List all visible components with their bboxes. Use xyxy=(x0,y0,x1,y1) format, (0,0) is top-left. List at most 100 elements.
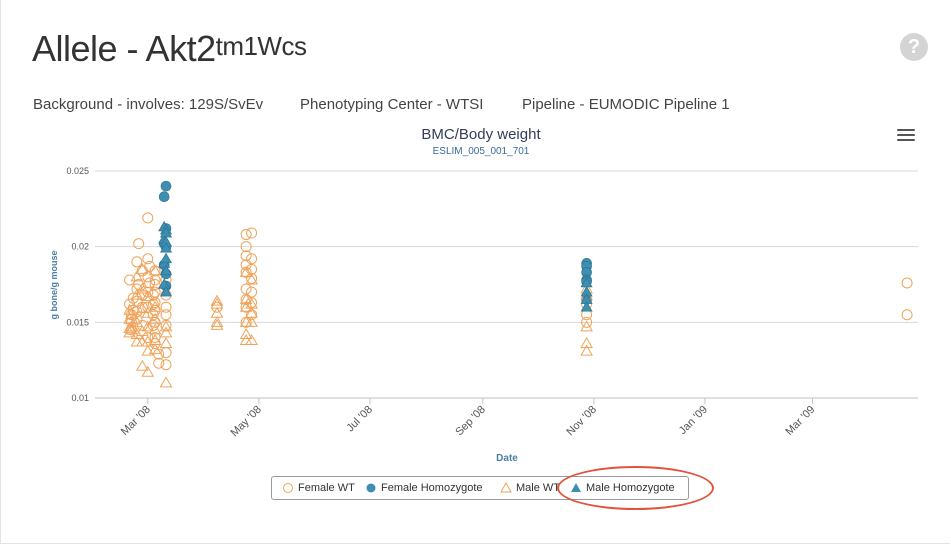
data-point[interactable] xyxy=(246,286,258,298)
data-point[interactable] xyxy=(239,293,253,305)
data-point[interactable] xyxy=(148,300,162,312)
chart-menu-icon[interactable] xyxy=(897,129,915,143)
data-point[interactable] xyxy=(245,333,258,345)
data-point[interactable] xyxy=(158,191,170,203)
data-point[interactable] xyxy=(131,256,143,268)
data-point[interactable] xyxy=(141,290,155,302)
data-point[interactable] xyxy=(159,376,173,388)
page-title: Allele - Akt2tm1Wcs xyxy=(32,28,307,70)
data-point[interactable] xyxy=(148,323,162,335)
data-point[interactable] xyxy=(159,337,173,349)
data-point[interactable] xyxy=(159,264,173,276)
data-point[interactable] xyxy=(130,327,144,339)
data-point[interactable] xyxy=(141,365,155,377)
data-point[interactable] xyxy=(901,309,913,321)
data-point[interactable] xyxy=(245,273,258,285)
data-point[interactable] xyxy=(144,277,156,289)
data-point[interactable] xyxy=(131,313,143,325)
data-point[interactable] xyxy=(142,286,154,298)
legend-item-male-homozygote[interactable]: Male Homozygote xyxy=(570,480,675,496)
data-point[interactable] xyxy=(160,309,172,321)
data-point[interactable] xyxy=(130,270,144,282)
data-point[interactable] xyxy=(142,271,154,283)
data-point[interactable] xyxy=(240,241,252,253)
data-point[interactable] xyxy=(159,320,173,332)
data-point[interactable] xyxy=(149,297,161,309)
legend-label: Male WT xyxy=(516,482,560,494)
data-point[interactable] xyxy=(240,229,252,241)
data-point[interactable] xyxy=(130,288,144,300)
data-point[interactable] xyxy=(240,250,252,262)
chart-title: BMC/Body weight xyxy=(421,126,541,143)
data-point[interactable] xyxy=(239,300,253,312)
data-point[interactable] xyxy=(580,301,593,312)
data-point[interactable] xyxy=(131,295,143,307)
data-point[interactable] xyxy=(160,319,172,331)
data-point[interactable] xyxy=(246,227,258,239)
data-point[interactable] xyxy=(210,294,224,306)
data-point[interactable] xyxy=(125,323,138,335)
triangle-filled-icon xyxy=(571,483,581,492)
data-point[interactable] xyxy=(130,335,144,347)
data-point[interactable] xyxy=(159,285,173,297)
data-point[interactable] xyxy=(131,283,143,295)
x-tick-label: Jul '08 xyxy=(344,404,375,435)
data-point[interactable] xyxy=(135,359,149,371)
data-point[interactable] xyxy=(142,212,154,224)
chart-legend: Female WT Female Homozygote Male WT Male… xyxy=(271,476,689,500)
data-point[interactable] xyxy=(580,344,593,356)
data-point[interactable] xyxy=(159,326,173,338)
data-point[interactable] xyxy=(149,279,161,290)
data-point[interactable] xyxy=(148,264,162,276)
x-tick-label: May '08 xyxy=(229,404,264,439)
data-point[interactable] xyxy=(210,318,224,330)
data-point[interactable] xyxy=(160,359,172,371)
data-point[interactable] xyxy=(124,298,136,310)
data-point[interactable] xyxy=(125,308,138,320)
legend-item-male-wt[interactable]: Male WT xyxy=(500,480,560,496)
data-point[interactable] xyxy=(580,337,593,349)
data-point[interactable] xyxy=(239,327,253,339)
data-point[interactable] xyxy=(142,253,154,265)
data-point[interactable] xyxy=(246,253,258,265)
data-point[interactable] xyxy=(160,180,172,192)
data-point[interactable] xyxy=(245,315,258,327)
data-point[interactable] xyxy=(246,309,258,321)
data-point[interactable] xyxy=(135,262,149,274)
data-point[interactable] xyxy=(136,301,148,313)
data-point[interactable] xyxy=(124,274,136,286)
data-point[interactable] xyxy=(135,302,149,314)
data-point[interactable] xyxy=(133,238,145,250)
data-point[interactable] xyxy=(149,286,161,298)
data-point[interactable] xyxy=(130,315,144,327)
data-point[interactable] xyxy=(239,265,253,277)
data-point[interactable] xyxy=(581,316,593,328)
data-point[interactable] xyxy=(123,321,136,333)
data-point[interactable] xyxy=(901,277,913,289)
data-point[interactable] xyxy=(147,298,159,310)
help-icon[interactable]: ? xyxy=(900,33,928,61)
legend-item-female-wt[interactable]: Female WT xyxy=(282,480,355,496)
data-point[interactable] xyxy=(245,306,258,318)
data-point[interactable] xyxy=(160,301,172,313)
legend-item-female-homozygote[interactable]: Female Homozygote xyxy=(365,480,483,496)
data-point[interactable] xyxy=(246,272,258,284)
data-point[interactable] xyxy=(148,312,162,324)
data-point[interactable] xyxy=(147,309,159,321)
data-point[interactable] xyxy=(135,282,149,294)
data-point[interactable] xyxy=(141,344,155,356)
data-point[interactable] xyxy=(160,347,172,359)
title-allele-superscript: tm1Wcs xyxy=(215,31,307,61)
data-point[interactable] xyxy=(149,331,161,343)
data-point[interactable] xyxy=(580,320,593,332)
data-point[interactable] xyxy=(153,348,165,360)
data-point[interactable] xyxy=(158,278,171,289)
data-point[interactable] xyxy=(148,343,162,355)
chart-subtitle: ESLIM_005_001_701 xyxy=(433,146,530,157)
data-point[interactable] xyxy=(159,252,173,264)
data-point[interactable] xyxy=(153,357,165,369)
data-point[interactable] xyxy=(159,242,173,253)
data-point[interactable] xyxy=(141,320,155,332)
data-point[interactable] xyxy=(141,306,155,318)
data-point[interactable] xyxy=(210,315,224,327)
